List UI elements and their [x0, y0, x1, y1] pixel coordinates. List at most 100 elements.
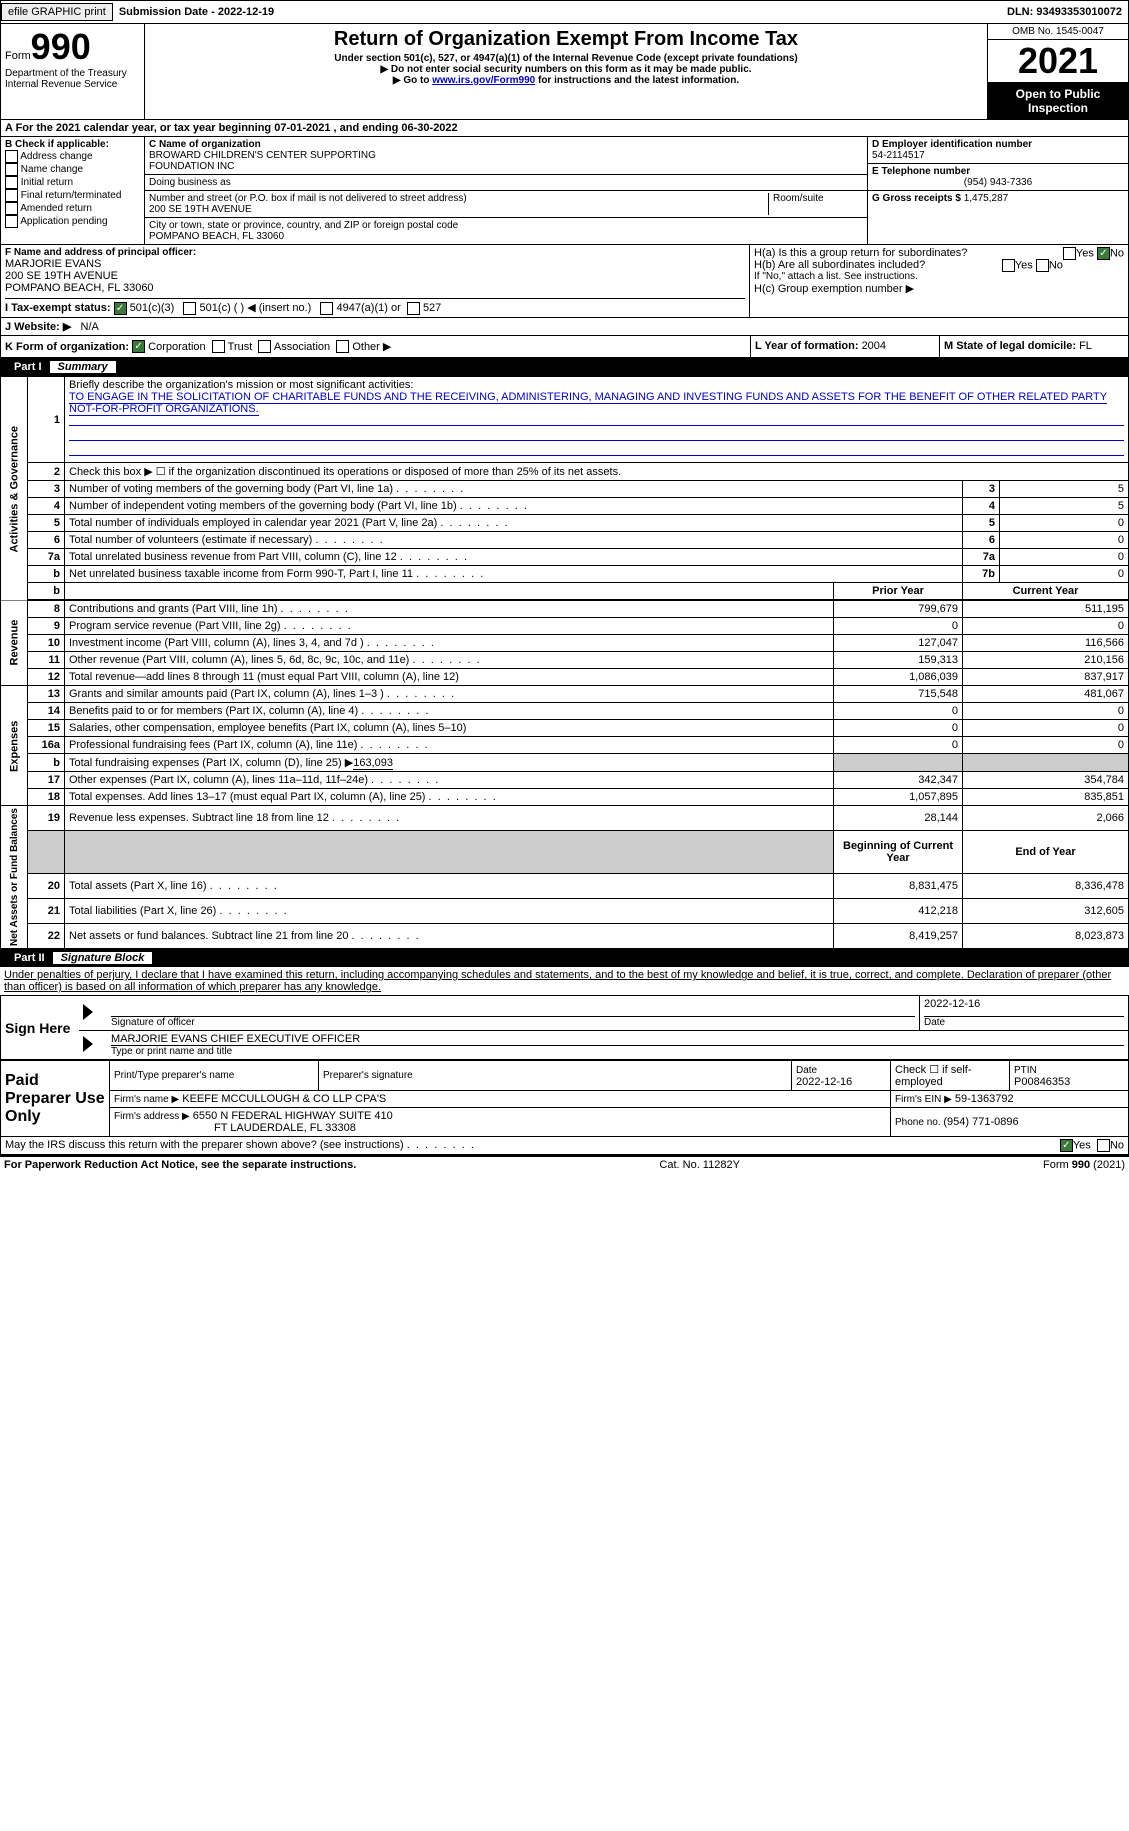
- chk-amended-label: Amended return: [20, 203, 92, 214]
- chk-other[interactable]: [336, 340, 349, 353]
- chk-name[interactable]: Name change: [5, 163, 140, 176]
- line14-num: 14: [28, 703, 65, 720]
- chk-pending[interactable]: Application pending: [5, 215, 140, 228]
- officer-name-cell: MARJORIE EVANS CHIEF EXECUTIVE OFFICER T…: [107, 1031, 1129, 1060]
- line18-py: 1,057,895: [834, 789, 963, 806]
- line1-num: 1: [28, 377, 65, 463]
- line18-text: Total expenses. Add lines 13–17 (must eq…: [65, 789, 834, 806]
- type-name-label: Type or print name and title: [111, 1046, 1124, 1057]
- line9-py: 0: [834, 618, 963, 635]
- row-a: A For the 2021 calendar year, or tax yea…: [0, 120, 1129, 137]
- discuss-yes[interactable]: ✓: [1060, 1139, 1073, 1152]
- line18-num: 18: [28, 789, 65, 806]
- assoc-label: Association: [274, 341, 330, 353]
- line7b-num: b: [28, 566, 65, 583]
- chk-501c3[interactable]: ✓: [114, 302, 127, 315]
- line19-num: 19: [28, 806, 65, 831]
- officer-printed-name: MARJORIE EVANS CHIEF EXECUTIVE OFFICER: [111, 1033, 1124, 1046]
- prep-sig-label: Preparer's signature: [323, 1070, 787, 1081]
- city-cell: City or town, state or province, country…: [145, 218, 867, 244]
- city-value: POMPANO BEACH, FL 33060: [149, 231, 863, 242]
- part2-title: Signature Block: [53, 952, 153, 964]
- hb-no[interactable]: [1036, 259, 1049, 272]
- hb-yes[interactable]: [1002, 259, 1015, 272]
- firm-phone-cell: Phone no. (954) 771-0896: [891, 1108, 1129, 1137]
- phone-cell: E Telephone number (954) 943-7336: [868, 164, 1128, 191]
- top-bar: efile GRAPHIC print Submission Date - 20…: [0, 0, 1129, 24]
- ha-yes[interactable]: [1063, 247, 1076, 260]
- submission-label-text: Submission Date -: [119, 6, 218, 18]
- line3-text: Number of voting members of the governin…: [65, 481, 963, 498]
- line16a-cy: 0: [963, 737, 1129, 754]
- title-block: Return of Organization Exempt From Incom…: [145, 24, 988, 119]
- chk-trust[interactable]: [212, 340, 225, 353]
- sig-date-value: 2022-12-16: [924, 998, 1124, 1017]
- line4-box: 4: [963, 498, 1000, 515]
- prior-year-header: Prior Year: [834, 583, 963, 601]
- prep-name-label: Print/Type preparer's name: [114, 1070, 314, 1081]
- tax-year-end: 06-30-2022: [401, 122, 457, 134]
- section-c: C Name of organization BROWARD CHILDREN'…: [145, 137, 867, 244]
- discuss-no[interactable]: [1097, 1139, 1110, 1152]
- chk-amended[interactable]: Amended return: [5, 202, 140, 215]
- row-k: K Form of organization: ✓ Corporation Tr…: [1, 336, 750, 358]
- revenue-label: Revenue: [1, 600, 28, 686]
- ein-cell: D Employer identification number 54-2114…: [868, 137, 1128, 164]
- row-a-mid: , and ending: [334, 122, 402, 134]
- firm-ein-cell: Firm's EIN ▶ 59-1363792: [891, 1091, 1129, 1108]
- eoy-header: End of Year: [963, 831, 1129, 874]
- city-label: City or town, state or province, country…: [149, 220, 863, 231]
- row-j-label: J Website: ▶: [5, 321, 71, 333]
- ha-no[interactable]: ✓: [1097, 247, 1110, 260]
- line21-py: 412,218: [834, 899, 963, 924]
- part1-title: Summary: [50, 361, 116, 373]
- open-inspection: Open to Public Inspection: [988, 83, 1128, 119]
- line7a-val: 0: [1000, 549, 1129, 566]
- prep-date-value: 2022-12-16: [796, 1076, 852, 1088]
- chk-corp[interactable]: ✓: [132, 340, 145, 353]
- chk-address[interactable]: Address change: [5, 150, 140, 163]
- line7b-box: 7b: [963, 566, 1000, 583]
- line20-num: 20: [28, 874, 65, 899]
- line4-num: 4: [28, 498, 65, 515]
- chk-final[interactable]: Final return/terminated: [5, 189, 140, 202]
- line14-cy: 0: [963, 703, 1129, 720]
- line22-cy: 8,023,873: [963, 924, 1129, 949]
- line17-cy: 354,784: [963, 772, 1129, 789]
- ein-value: 54-2114517: [872, 150, 1124, 161]
- net-blank-num: [28, 831, 65, 874]
- line15-py: 0: [834, 720, 963, 737]
- activities-gov-label: Activities & Governance: [1, 377, 28, 601]
- row-i: I Tax-exempt status: ✓ 501(c)(3) 501(c) …: [5, 298, 745, 315]
- line7a-text: Total unrelated business revenue from Pa…: [65, 549, 963, 566]
- line19-text: Revenue less expenses. Subtract line 18 …: [65, 806, 834, 831]
- line13-py: 715,548: [834, 686, 963, 703]
- chk-4947[interactable]: [320, 302, 333, 315]
- chk-501c[interactable]: [183, 302, 196, 315]
- netassets-label: Net Assets or Fund Balances: [1, 806, 28, 949]
- gross-cell: G Gross receipts $ 1,475,287: [868, 191, 1128, 206]
- form-header: Form990 Department of the Treasury Inter…: [0, 24, 1129, 120]
- line7b-val: 0: [1000, 566, 1129, 583]
- dba-label: Doing business as: [149, 177, 863, 188]
- form-number: 990: [31, 26, 91, 67]
- efile-button[interactable]: efile GRAPHIC print: [1, 3, 113, 21]
- officer-city: POMPANO BEACH, FL 33060: [5, 282, 745, 294]
- ha-no-label: No: [1110, 247, 1124, 259]
- chk-527[interactable]: [407, 302, 420, 315]
- line12-py: 1,086,039: [834, 669, 963, 686]
- chk-initial[interactable]: Initial return: [5, 176, 140, 189]
- irs-link[interactable]: www.irs.gov/Form990: [432, 75, 535, 86]
- footer-form-num: 990: [1072, 1159, 1090, 1171]
- line7a-box: 7a: [963, 549, 1000, 566]
- line11-num: 11: [28, 652, 65, 669]
- line21-num: 21: [28, 899, 65, 924]
- line21-text: Total liabilities (Part X, line 26): [65, 899, 834, 924]
- chk-assoc[interactable]: [258, 340, 271, 353]
- ptin-cell: PTINP00846353: [1010, 1061, 1129, 1091]
- chk-pending-label: Application pending: [20, 216, 107, 227]
- section-bcdeg: B Check if applicable: Address change Na…: [0, 137, 1129, 245]
- chk-address-label: Address change: [20, 151, 92, 162]
- officer-name: MARJORIE EVANS: [5, 258, 745, 270]
- arrow-icon-2: [83, 1036, 93, 1052]
